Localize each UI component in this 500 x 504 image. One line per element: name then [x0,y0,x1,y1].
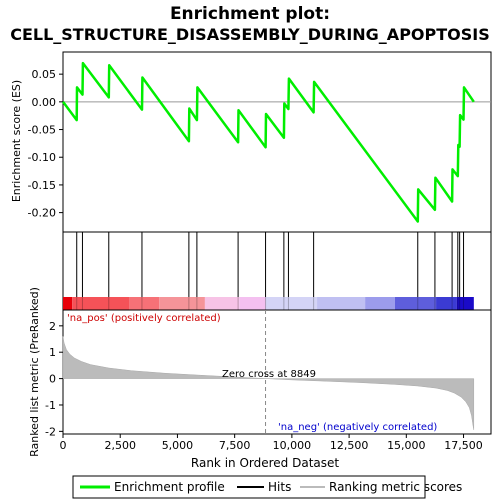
x-axis: 0 2,500 5,000 7,500 10,000 12,500 15,000 17,500 [60,434,483,452]
rank-color-segment [394,297,437,310]
metric-y-tick-label: 1 [49,346,56,359]
x-tick-label: 17,500 [444,439,483,452]
es-y-tick-label: 0.05 [32,68,57,81]
rank-color-segment [72,297,130,310]
es-y-tick-label: 0.00 [32,96,57,109]
legend-hits-label: Hits [268,480,291,494]
es-y-tick-label: -0.20 [28,207,56,220]
metric-y-tick-label: -2 [45,425,56,438]
hits-panel [62,231,492,311]
metric-panel: 2 1 0 -1 -2 'na_pos' (positively correlated) '… [45,309,492,438]
metric-y-axis-label: Ranked list metric (PreRanked) [28,287,41,457]
rank-color-segment [436,297,457,310]
rank-color-segment [365,297,395,310]
x-tick-label: 2,500 [104,439,136,452]
neg-correlated-label: 'na_neg' (negatively correlated) [278,422,437,433]
legend: Enrichment profile Hits Ranking metric s… [72,475,462,499]
chart-title-line-1: Enrichment plot: [170,4,330,24]
es-y-axis-label: Enrichment score (ES) [10,80,23,202]
es-plot-frame [62,51,492,233]
metric-y-tick-label: 0 [49,373,56,386]
legend-metric-label: Ranking metric scores [329,480,462,494]
rank-color-segment [204,297,240,310]
metric-y-tick-label: -1 [45,399,56,412]
pos-correlated-label: 'na_pos' (positively correlated) [67,313,221,324]
rank-color-segment [265,297,318,310]
es-y-tick-label: -0.05 [28,124,56,137]
rank-color-segment [63,297,73,310]
rank-color-segment [317,297,366,310]
x-axis-label: Rank in Ordered Dataset [191,456,339,470]
enrichment-profile-line [61,61,475,223]
es-panel: 0.05 0.00 -0.05 -0.10 -0.15 -0.20 [28,51,492,233]
rank-color-segment [456,297,474,310]
metric-y-tick-label: 2 [49,320,56,333]
x-tick-label: 5,000 [162,439,194,452]
x-tick-label: 12,500 [330,439,369,452]
legend-enrichment-label: Enrichment profile [114,480,225,494]
zero-cross-label: Zero cross at 8849 [222,369,316,380]
es-y-tick-label: -0.10 [28,151,56,164]
rank-color-segment [159,297,205,310]
x-tick-label: 15,000 [387,439,426,452]
ranking-metric-area [62,336,475,431]
x-tick-label: 7,500 [219,439,251,452]
x-tick-label: 0 [60,439,67,452]
rank-color-segment [129,297,160,310]
x-tick-label: 10,000 [273,439,312,452]
es-y-tick-label: -0.15 [28,179,56,192]
chart-title-line-2: CELL_STRUCTURE_DISASSEMBLY_DURING_APOPTO… [10,25,490,44]
rank-color-segment [239,297,266,310]
